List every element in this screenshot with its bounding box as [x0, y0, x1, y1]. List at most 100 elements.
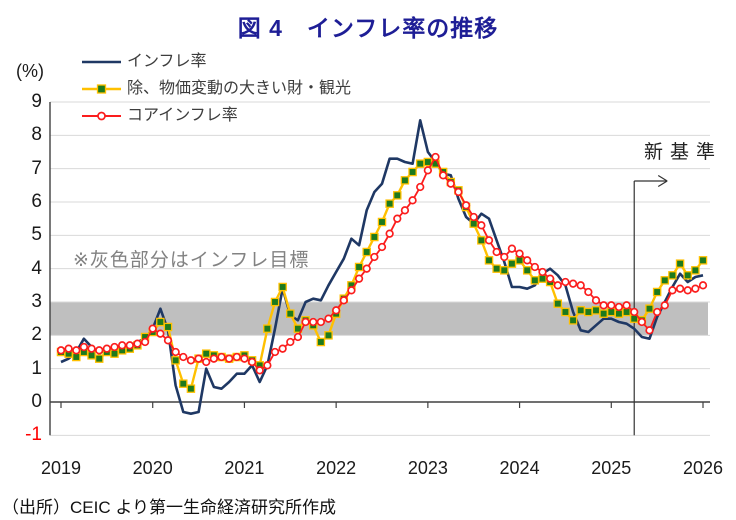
- x-tick-label-2021: 2021: [224, 458, 265, 478]
- series-core-inflation-marker: [347, 286, 356, 295]
- series-core-inflation-marker: [370, 252, 379, 262]
- series-core-inflation-marker: [331, 306, 341, 315]
- series-core-inflation-marker: [377, 242, 387, 252]
- series-core-inflation-marker: [56, 346, 66, 355]
- chart-title: 図 4 インフレ率の推移: [237, 15, 499, 41]
- y-tick-label-1: 1: [31, 357, 42, 379]
- x-tick-label-2020: 2020: [132, 458, 173, 478]
- y-tick-label-5: 5: [31, 224, 42, 246]
- series-core-inflation-marker: [247, 357, 257, 367]
- series-core-inflation-marker: [156, 329, 165, 338]
- series-excl-volatile-travel-marker: [408, 167, 417, 177]
- series-excl-volatile-travel-marker: [393, 191, 402, 200]
- y-tick-label-8: 8: [31, 124, 42, 146]
- series-core-inflation-marker: [408, 196, 417, 205]
- series-core-inflation-marker: [515, 249, 524, 258]
- series-core-inflation-marker: [393, 214, 402, 223]
- series-core-inflation-marker: [431, 152, 440, 162]
- series-core-inflation-marker: [576, 281, 585, 290]
- series-core-inflation-marker: [148, 324, 157, 333]
- series-excl-volatile-travel-marker: [385, 199, 394, 208]
- series-core-inflation-marker: [263, 361, 272, 370]
- series-excl-volatile-travel-marker: [270, 297, 280, 307]
- series-core-inflation-marker: [584, 287, 593, 297]
- y-tick-label--1: -1: [25, 424, 42, 446]
- series-core-inflation-marker: [461, 201, 471, 210]
- series-excl-volatile-travel-marker: [698, 256, 708, 265]
- series-core-inflation-marker: [599, 301, 608, 310]
- series-core-inflation-marker: [255, 366, 264, 375]
- series-core-inflation-marker: [614, 302, 624, 312]
- new-standard-arrow-head: [657, 180, 668, 188]
- series-excl-volatile-travel-line: [60, 160, 704, 390]
- series-core-inflation-marker: [477, 221, 486, 230]
- series-excl-volatile-travel-marker: [530, 276, 540, 285]
- y-axis-unit-label: (%): [16, 61, 44, 81]
- series-excl-volatile-travel-marker: [179, 379, 188, 388]
- x-tick-label-2022: 2022: [316, 458, 357, 478]
- series-excl-volatile-travel-marker: [561, 307, 570, 317]
- series-core-inflation-marker: [385, 229, 394, 238]
- series-core-inflation-marker: [607, 301, 616, 310]
- series-core-inflation-marker: [125, 341, 134, 350]
- series-core-inflation-marker: [240, 354, 249, 363]
- series-core-inflation-marker: [507, 244, 517, 253]
- series-core-inflation-marker: [545, 274, 555, 283]
- series-core-inflation-marker: [652, 307, 662, 317]
- series-excl-volatile-travel-marker: [354, 262, 364, 272]
- series-excl-volatile-travel-marker: [522, 266, 532, 275]
- series-excl-volatile-travel-marker: [507, 259, 517, 268]
- series-excl-volatile-travel-marker: [500, 266, 509, 275]
- series-excl-volatile-travel-marker: [415, 159, 425, 168]
- series-core-inflation-marker: [194, 354, 203, 363]
- series-excl-volatile-travel-marker: [553, 299, 563, 308]
- series-core-inflation-marker: [301, 317, 310, 327]
- series-core-inflation-marker: [484, 236, 494, 245]
- series-core-inflation-marker: [683, 286, 692, 295]
- series-core-inflation-marker: [316, 317, 326, 327]
- series-core-inflation-marker: [553, 281, 562, 290]
- y-tick-label-4: 4: [31, 257, 42, 279]
- series-core-inflation-marker: [95, 346, 104, 355]
- series-excl-volatile-travel-marker: [278, 282, 287, 292]
- series-excl-volatile-travel-marker: [201, 349, 211, 358]
- series-excl-volatile-travel-marker: [675, 259, 685, 268]
- series-excl-volatile-travel-marker: [599, 309, 608, 318]
- series-core-inflation-marker: [492, 247, 501, 257]
- series-core-inflation-marker: [133, 339, 142, 348]
- series-core-inflation-marker: [309, 317, 318, 327]
- series-core-inflation-marker: [72, 346, 81, 355]
- series-core-inflation-marker: [416, 182, 425, 192]
- series-core-inflation-marker: [668, 286, 677, 295]
- series-core-inflation-marker: [179, 352, 188, 362]
- series-core-inflation-marker: [454, 187, 463, 197]
- series-excl-volatile-travel-marker: [484, 256, 494, 265]
- series-core-inflation-marker: [469, 212, 478, 222]
- series-core-inflation-marker: [630, 307, 639, 317]
- series-core-inflation-marker: [538, 267, 547, 277]
- y-tick-label-2: 2: [31, 324, 42, 346]
- x-tick-label-2023: 2023: [407, 458, 448, 478]
- series-excl-volatile-travel-marker: [683, 271, 692, 280]
- series-excl-volatile-travel-marker: [171, 356, 180, 365]
- series-excl-volatile-travel-marker: [668, 271, 677, 280]
- series-excl-volatile-travel-marker: [645, 304, 654, 313]
- legend-sample-square-marker: [96, 84, 107, 94]
- series-core-inflation-marker: [171, 347, 180, 357]
- series-core-inflation-marker: [339, 296, 348, 305]
- series-excl-volatile-travel-marker: [576, 306, 585, 315]
- series-core-inflation-marker: [140, 337, 150, 347]
- series-core-inflation-marker: [293, 332, 303, 342]
- series-core-inflation-marker: [64, 344, 73, 353]
- series-core-inflation-marker: [637, 317, 647, 327]
- series-core-inflation-marker: [217, 352, 226, 362]
- y-tick-label-7: 7: [31, 157, 42, 179]
- series-core-inflation-marker: [400, 206, 410, 215]
- series-core-inflation-marker: [202, 357, 211, 367]
- series-core-inflation-marker: [354, 274, 364, 283]
- x-tick-label-2026: 2026: [682, 458, 724, 478]
- series-core-inflation-marker: [87, 344, 96, 353]
- x-tick-label-2024: 2024: [499, 458, 540, 478]
- series-core-inflation-marker: [423, 166, 433, 175]
